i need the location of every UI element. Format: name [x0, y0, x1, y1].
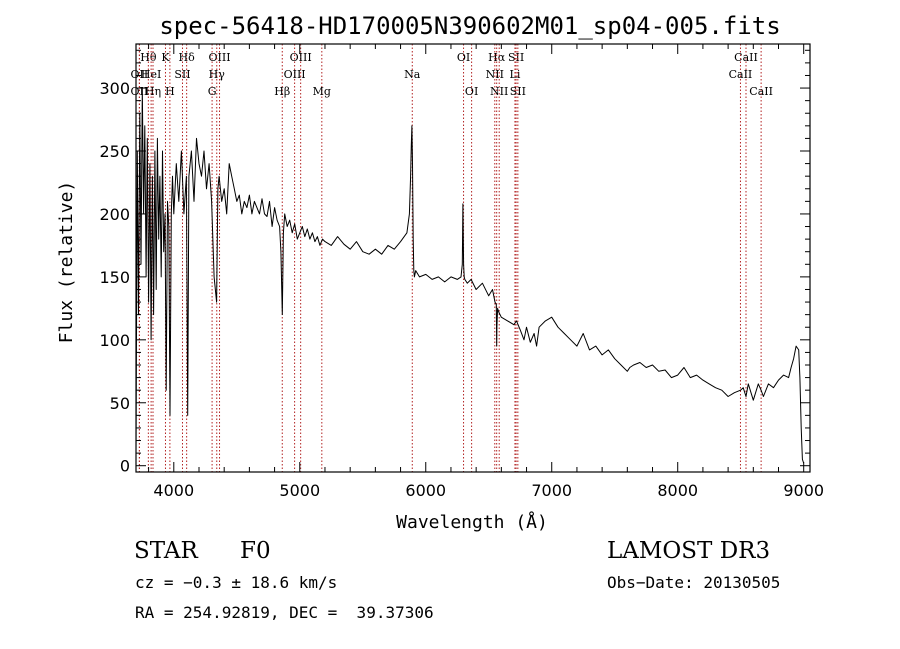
- x-axis-ticks: 4000 5000 6000 7000 8000 9000: [148, 44, 824, 500]
- object-subclass: F0: [240, 538, 271, 564]
- x-tick-label: 6000: [405, 481, 446, 500]
- line-marker-label: Li: [510, 68, 521, 81]
- line-marker-label: OII: [131, 68, 149, 81]
- line-marker-label: CaII: [734, 51, 758, 64]
- line-marker-label: SII: [174, 68, 190, 81]
- x-tick-label: 8000: [657, 481, 698, 500]
- y-tick-label: 200: [99, 205, 130, 224]
- y-tick-label: 300: [99, 79, 130, 98]
- line-marker-label: OIII: [208, 51, 230, 64]
- y-axis-ticks: 0 50 100 150 200 250 300: [99, 49, 810, 476]
- chart-title: spec-56418-HD170005N390602M01_sp04-005.f…: [159, 12, 780, 40]
- line-marker-label: OI: [465, 85, 478, 98]
- x-axis-label: Wavelength (Å): [396, 511, 548, 533]
- line-marker-label: Mg: [313, 85, 331, 98]
- line-marker-label: NII: [486, 68, 504, 81]
- x-tick-label: 9000: [783, 481, 824, 500]
- line-marker-label: Hγ: [209, 68, 226, 81]
- y-tick-label: 100: [99, 331, 130, 350]
- y-tick-label: 0: [120, 457, 130, 476]
- line-marker-label: H: [165, 85, 175, 98]
- y-tick-label: 150: [99, 268, 130, 287]
- line-marker-label: OI: [457, 51, 470, 64]
- redshift-cz: cz = −0.3 ± 18.6 km/s: [135, 573, 338, 592]
- line-marker-label: SII: [510, 85, 526, 98]
- line-marker-label: Hβ: [274, 85, 290, 98]
- obs-date: Obs−Date: 20130505: [607, 573, 781, 592]
- line-marker-label: SII: [508, 51, 524, 64]
- line-marker-label: K: [161, 51, 170, 64]
- x-tick-label: 7000: [531, 481, 572, 500]
- line-marker-label: OIII: [290, 51, 312, 64]
- y-tick-label: 250: [99, 142, 130, 161]
- series-line-flux: [135, 87, 805, 464]
- object-class: STAR: [134, 538, 198, 564]
- line-marker-label: Na: [404, 68, 421, 81]
- series-layer: [135, 87, 805, 464]
- line-marker-label: HeI: [141, 68, 161, 81]
- ra-dec: RA = 254.92819, DEC = 39.37306: [135, 603, 434, 622]
- line-marker-label: Hη: [145, 85, 161, 98]
- line-marker-label: CaII: [749, 85, 773, 98]
- line-marker-label: NII: [490, 85, 508, 98]
- x-tick-label: 5000: [279, 481, 320, 500]
- line-marker-label: Hα: [488, 51, 506, 64]
- x-tick-label: 4000: [153, 481, 194, 500]
- line-marker-label: Hθ: [140, 51, 157, 64]
- line-marker-label: OIII: [284, 68, 306, 81]
- plot-frame: [135, 43, 811, 473]
- line-marker-label: Hδ: [179, 51, 196, 64]
- y-axis-label: Flux (relative): [56, 181, 77, 344]
- survey-name: LAMOST DR3: [607, 538, 771, 564]
- line-marker-label: CaII: [729, 68, 753, 81]
- line-marker-label: G: [208, 85, 217, 98]
- y-tick-label: 50: [110, 394, 130, 413]
